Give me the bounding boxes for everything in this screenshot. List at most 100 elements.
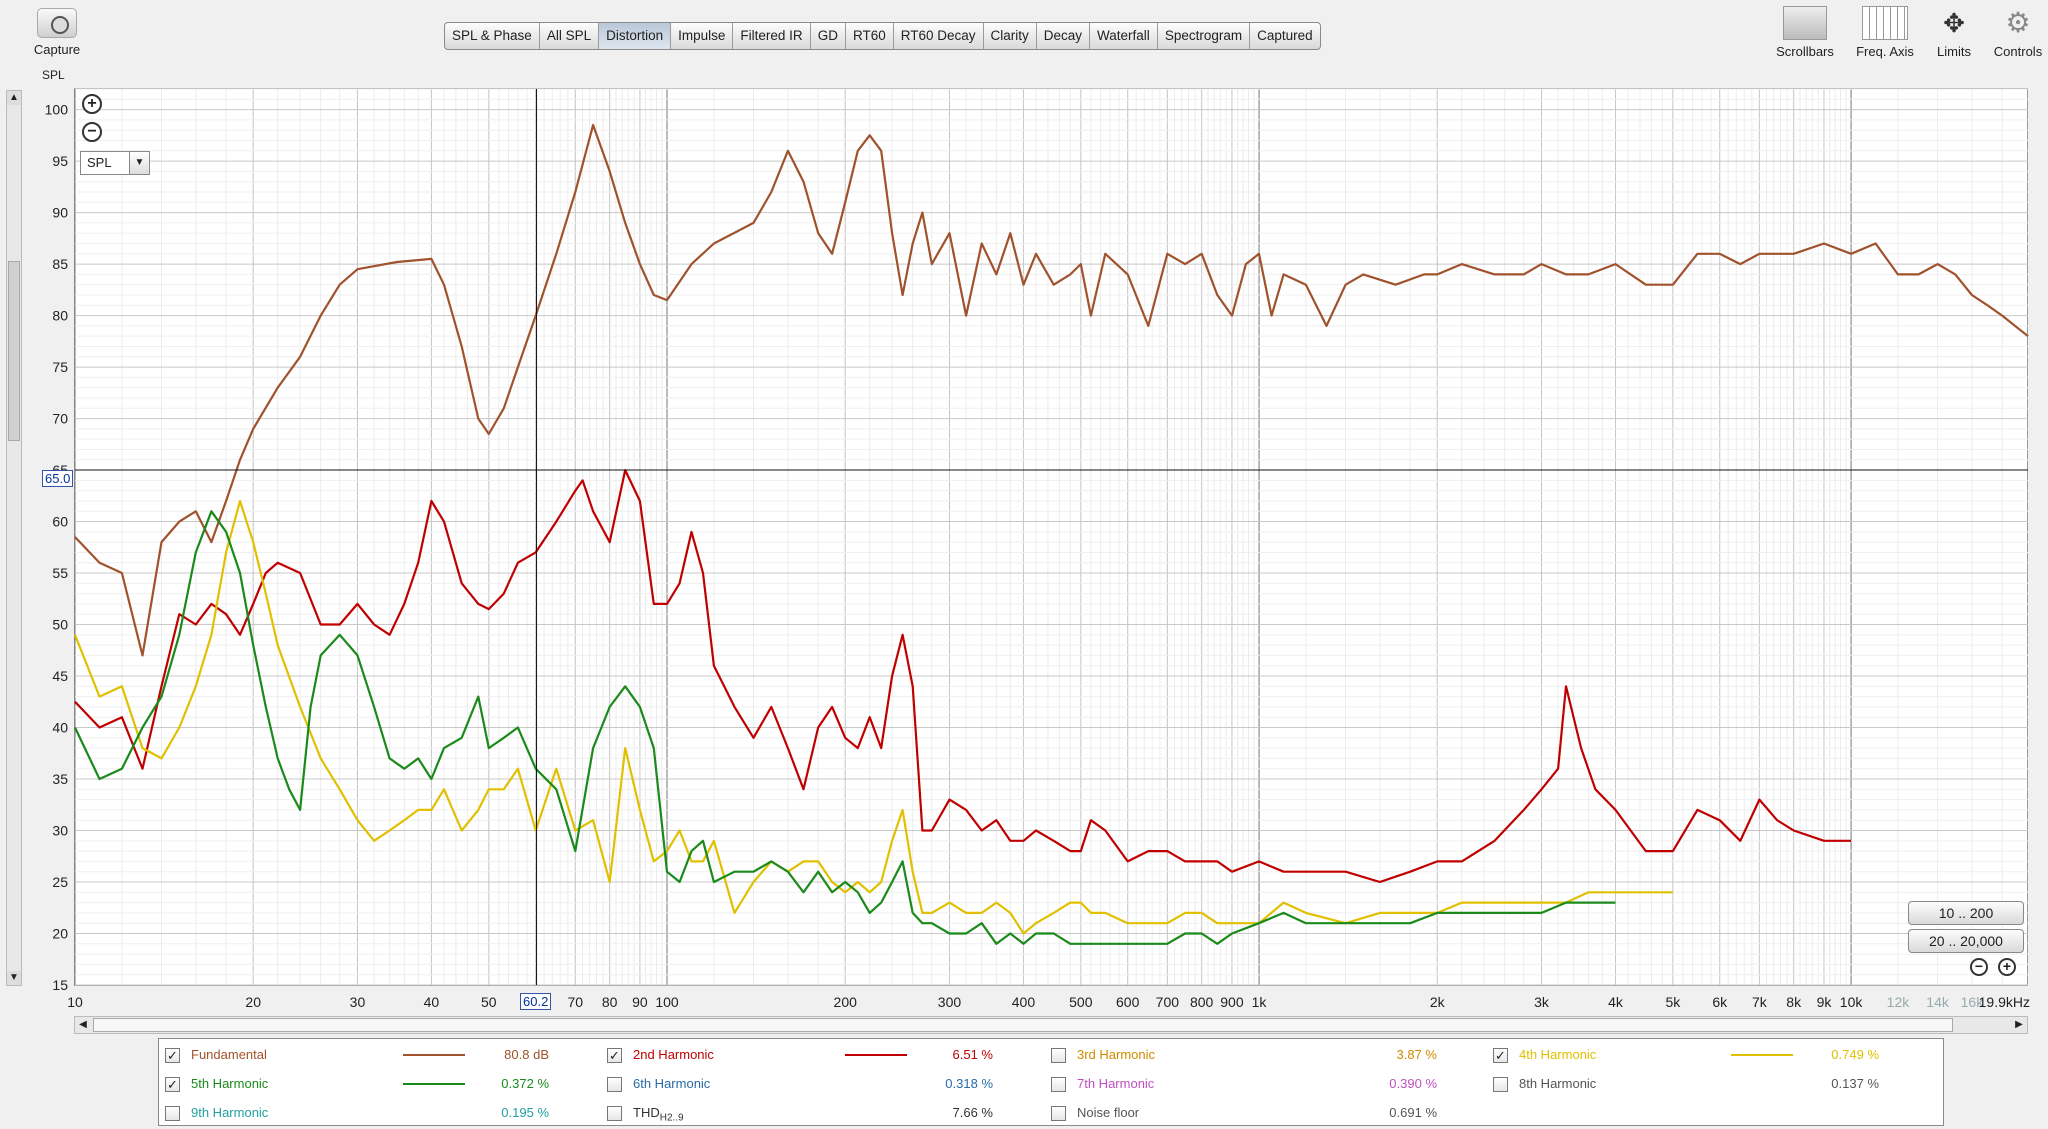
- zoom-in-icon[interactable]: +: [82, 94, 102, 114]
- capture-button[interactable]: Capture: [28, 8, 86, 57]
- limits-button[interactable]: ✥ Limits: [1924, 6, 1984, 59]
- legend-name: 3rd Harmonic: [1077, 1047, 1156, 1062]
- vertical-scroll-thumb[interactable]: [8, 261, 20, 441]
- y-unit-select[interactable]: SPL ▼: [80, 151, 150, 175]
- scroll-up-icon[interactable]: ▲: [7, 91, 21, 105]
- legend-item-noise-floor: Noise floor 0.691 %: [1049, 1101, 1489, 1125]
- controls-button[interactable]: ⚙ Controls: [1990, 6, 2046, 59]
- tab-impulse[interactable]: Impulse: [671, 23, 734, 49]
- scroll-left-icon[interactable]: ◀: [79, 1019, 87, 1030]
- legend-name: 7th Harmonic: [1077, 1076, 1155, 1091]
- legend-checkbox-4th-harmonic[interactable]: ✓: [1493, 1048, 1508, 1063]
- x-tick-label: 9k: [1817, 994, 1833, 1010]
- tab-decay[interactable]: Decay: [1037, 23, 1091, 49]
- legend-item-fundamental: ✓ Fundamental 80.8 dB: [163, 1043, 603, 1067]
- legend-checkbox-noise-floor[interactable]: [1051, 1106, 1066, 1121]
- legend-swatch: [403, 1054, 465, 1056]
- tab-clarity[interactable]: Clarity: [984, 23, 1037, 49]
- tab-spectrogram[interactable]: Spectrogram: [1158, 23, 1251, 49]
- y-unit-value: SPL: [87, 155, 112, 170]
- gear-icon: ⚙: [2005, 7, 2031, 38]
- y-tick-label: 15: [52, 977, 68, 993]
- legend-checkbox-6th-harmonic[interactable]: [607, 1077, 622, 1092]
- zoom-out-small-icon[interactable]: −: [1970, 958, 1988, 976]
- legend-label: 2nd Harmonic: [633, 1043, 714, 1067]
- tab-gd[interactable]: GD: [811, 23, 846, 49]
- tab-waterfall[interactable]: Waterfall: [1090, 23, 1158, 49]
- legend-item-2nd-harmonic: ✓ 2nd Harmonic 6.51 %: [605, 1043, 1045, 1067]
- x-tick-label: 1k: [1252, 994, 1268, 1010]
- legend-checkbox-fundamental[interactable]: ✓: [165, 1048, 180, 1063]
- zoom-in-small-icon[interactable]: +: [1998, 958, 2016, 976]
- y-tick-label: 70: [52, 411, 68, 427]
- x-tick-label: 300: [938, 994, 962, 1010]
- horizontal-scroll-thumb[interactable]: [93, 1018, 1953, 1032]
- legend-value: 0.749 %: [1831, 1047, 1879, 1062]
- legend-checkbox-9th-harmonic[interactable]: [165, 1106, 180, 1121]
- cursor-y-readout: 65.0: [42, 470, 74, 487]
- legend-name: 8th Harmonic: [1519, 1076, 1597, 1091]
- legend-checkbox-5th-harmonic[interactable]: ✓: [165, 1077, 180, 1092]
- chevron-down-icon[interactable]: ▼: [129, 152, 149, 174]
- x-tick-label: 6k: [1712, 994, 1728, 1010]
- scroll-right-icon[interactable]: ▶: [2015, 1019, 2023, 1030]
- x-tick-label: 600: [1116, 994, 1140, 1010]
- x-tick-label: 50: [481, 994, 497, 1010]
- legend-item-6th-harmonic: 6th Harmonic 0.318 %: [605, 1072, 1045, 1096]
- legend-item-5th-harmonic: ✓ 5th Harmonic 0.372 %: [163, 1072, 603, 1096]
- scrollbars-label: Scrollbars: [1776, 44, 1834, 59]
- zoom-out-icon[interactable]: −: [82, 122, 102, 142]
- legend-name: Fundamental: [191, 1047, 267, 1062]
- freq-axis-icon: [1862, 6, 1908, 40]
- series-line-fundamental: [74, 123, 2029, 657]
- tab-rt60[interactable]: RT60: [846, 23, 894, 49]
- tab-captured[interactable]: Captured: [1257, 28, 1313, 43]
- legend-label: 8th Harmonic: [1519, 1072, 1596, 1096]
- x-tick-label: 16k: [1961, 994, 1985, 1010]
- camera-icon: [37, 8, 77, 38]
- legend-swatch: [1731, 1054, 1793, 1056]
- tab-filtered-ir[interactable]: Filtered IR: [733, 23, 811, 49]
- x-tick-label: 12k: [1887, 994, 1911, 1010]
- tab-rt60-decay[interactable]: RT60 Decay: [894, 23, 984, 49]
- freq-axis-button[interactable]: Freq. Axis: [1850, 6, 1920, 59]
- x-tick-label: 90: [632, 994, 648, 1010]
- legend-label: 3rd Harmonic: [1077, 1043, 1155, 1067]
- y-tick-label: 85: [52, 256, 68, 272]
- y-tick-label: 35: [52, 771, 68, 787]
- tab-distortion[interactable]: Distortion: [599, 23, 672, 49]
- legend-checkbox-7th-harmonic[interactable]: [1051, 1077, 1066, 1092]
- x-tick-label: 70: [568, 994, 584, 1010]
- horizontal-scrollbar[interactable]: ◀ ▶: [74, 1016, 2028, 1034]
- controls-label: Controls: [1993, 44, 2043, 59]
- legend-item-8th-harmonic: 8th Harmonic 0.137 %: [1491, 1072, 1931, 1096]
- legend-name: 6th Harmonic: [633, 1076, 711, 1091]
- vertical-scrollbar[interactable]: ▲ ▼: [6, 90, 22, 986]
- legend-name: 4th Harmonic: [1519, 1047, 1597, 1062]
- range-10-200-button[interactable]: 10 .. 200: [1908, 901, 2024, 925]
- y-tick-label: 75: [52, 359, 68, 375]
- x-tick-label: 800: [1190, 994, 1214, 1010]
- scroll-down-icon[interactable]: ▼: [7, 971, 21, 985]
- legend-value: 0.372 %: [501, 1076, 549, 1091]
- y-tick-label: 40: [52, 720, 68, 736]
- range-20-20000-button[interactable]: 20 .. 20,000: [1908, 929, 2024, 953]
- tab-all-spl[interactable]: All SPL: [540, 23, 600, 49]
- x-tick-label: 40: [424, 994, 440, 1010]
- scrollbars-icon: [1783, 6, 1827, 40]
- legend-checkbox-3rd-harmonic[interactable]: [1051, 1048, 1066, 1063]
- legend-label: 6th Harmonic: [633, 1072, 710, 1096]
- scrollbars-button[interactable]: Scrollbars: [1772, 6, 1838, 59]
- cursor-x-readout: 60.2: [520, 993, 552, 1010]
- legend-checkbox-2nd-harmonic[interactable]: ✓: [607, 1048, 622, 1063]
- limits-label: Limits: [1937, 44, 1971, 59]
- legend-checkbox-thd[interactable]: [607, 1106, 622, 1121]
- x-tick-label: 700: [1156, 994, 1180, 1010]
- legend-checkbox-8th-harmonic[interactable]: [1493, 1077, 1508, 1092]
- x-tick-label: 14k: [1926, 994, 1950, 1010]
- legend-value: 3.87 %: [1396, 1047, 1437, 1062]
- tab-spl-phase[interactable]: SPL & Phase: [445, 23, 540, 49]
- legend-value: 0.390 %: [1389, 1076, 1437, 1091]
- legend-item-9th-harmonic: 9th Harmonic 0.195 %: [163, 1101, 603, 1125]
